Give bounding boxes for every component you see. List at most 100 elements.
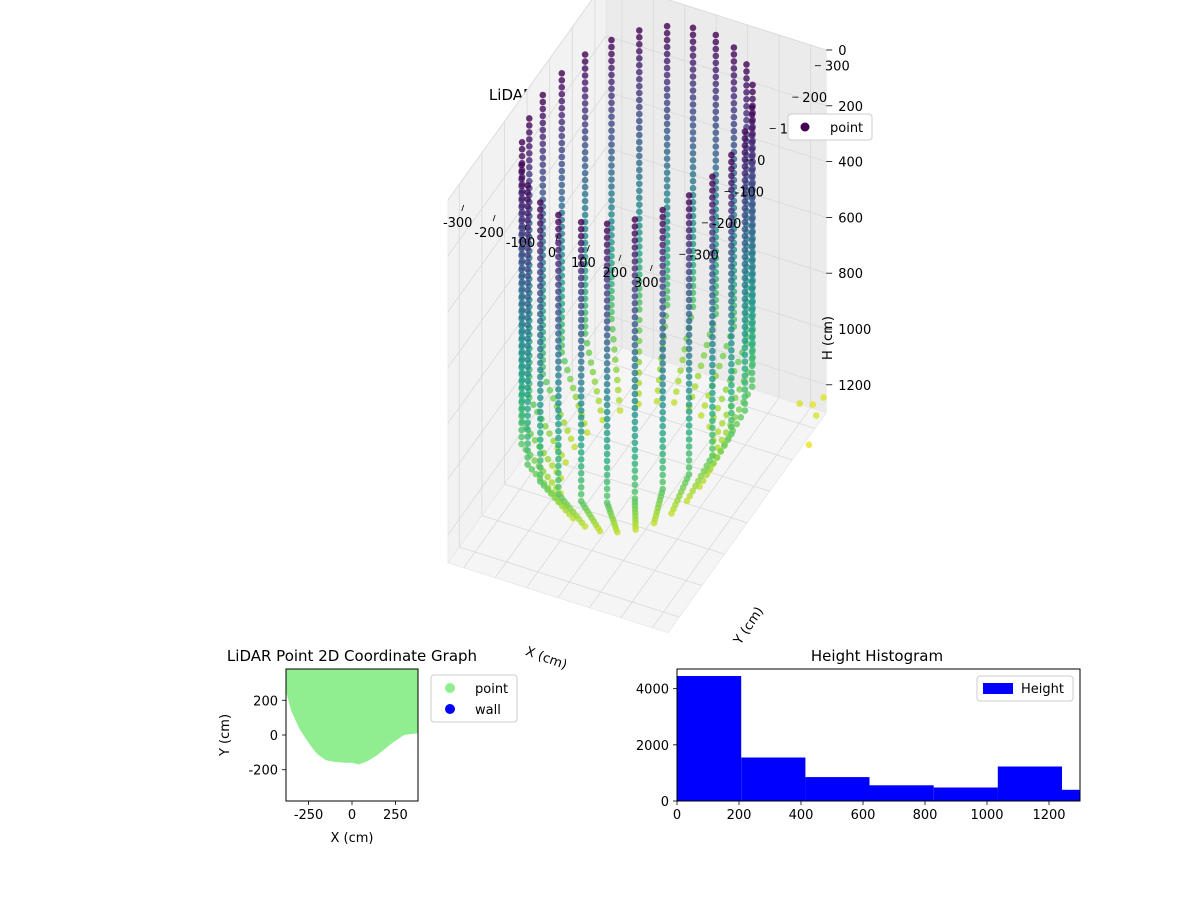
chart-3d-point <box>524 391 531 399</box>
chart-3d-point <box>728 291 735 298</box>
chart-3d-point <box>518 161 525 169</box>
chart-3d-point <box>709 424 716 432</box>
chart-3d-point <box>685 408 693 415</box>
chart-3d-point <box>518 217 525 225</box>
chart-3d-point <box>714 404 722 412</box>
chart-3d-point <box>577 428 585 435</box>
chart-3d-point <box>741 135 749 142</box>
chart-3d-point <box>537 401 544 409</box>
chart-3d-point <box>518 280 525 287</box>
chart-3d-legend-label: point <box>830 121 863 136</box>
chart-3d-point <box>743 116 750 124</box>
chart-3d-point <box>581 204 589 212</box>
chart-3d-point <box>608 57 615 65</box>
chart-3d-point <box>518 145 526 153</box>
chart-3d-point <box>748 167 756 174</box>
chart-3d-point <box>748 139 756 146</box>
chart-3d-point <box>577 225 585 233</box>
chart-3d-point <box>730 86 738 93</box>
chart-3d-point <box>518 398 525 406</box>
chart-3d-point <box>603 373 611 381</box>
chart-3d-point <box>612 356 619 364</box>
chart-3d-point <box>748 250 756 258</box>
chart-3d-point <box>685 359 693 367</box>
chart-3d-point <box>555 211 562 219</box>
chart-3d-point <box>728 381 735 389</box>
chart-3d-point <box>689 108 697 115</box>
chart-3d-point <box>581 114 589 121</box>
chart-2d-y-tick-label: 0 <box>270 729 278 744</box>
chart-2d-xlabel: X (cm) <box>331 831 374 846</box>
chart-3d-point <box>631 327 639 335</box>
chart-3d-point <box>748 299 756 307</box>
chart-3d-point <box>730 72 738 79</box>
chart-3d-zlabel: H (cm) <box>821 316 836 360</box>
chart-3d-point <box>685 199 693 206</box>
chart-3d-point <box>577 281 585 289</box>
chart-3d-point <box>518 433 525 441</box>
chart-3d-point <box>748 243 756 251</box>
chart-3d-point <box>659 206 666 214</box>
chart-3d-point <box>518 315 525 322</box>
chart-3d-point <box>730 100 738 107</box>
chart-3d-point <box>537 429 544 437</box>
chart-3d-point <box>728 347 735 354</box>
chart-3d-point <box>524 231 531 238</box>
chart-3d-point <box>524 370 531 378</box>
chart-3d-point <box>577 253 585 261</box>
chart-3d-point <box>524 335 531 343</box>
chart-3d-point <box>555 344 562 351</box>
chart-3d-point <box>659 311 666 318</box>
chart-3d-point <box>659 290 666 298</box>
chart-3d-x-tick-label: 200 <box>602 266 627 281</box>
chart-3d-point <box>748 111 756 118</box>
chart-3d-point <box>685 240 693 248</box>
chart-3d-point <box>663 106 671 114</box>
chart-3d-point <box>518 350 525 357</box>
chart-3d-point <box>581 51 589 58</box>
chart-3d-point <box>709 180 716 187</box>
chart-3d-point <box>712 59 720 67</box>
histogram-bar <box>1062 789 1080 801</box>
chart-3d-point <box>709 257 716 264</box>
chart-3d-point <box>564 427 571 435</box>
chart-3d-point <box>555 469 562 477</box>
chart-3d-point <box>537 254 544 262</box>
chart-3d-point <box>542 423 549 430</box>
chart-3d-point <box>524 342 531 350</box>
chart-3d-point <box>728 423 735 431</box>
chart-3d-point <box>603 360 611 367</box>
chart-3d-point <box>741 351 749 359</box>
chart-3d-point <box>741 177 749 184</box>
chart-3d-point <box>743 89 750 96</box>
chart-3d-point <box>567 375 574 383</box>
chart-3d-point <box>524 182 531 189</box>
chart-3d-point <box>555 379 562 386</box>
chart-3d-point <box>653 398 661 405</box>
chart-3d-point <box>736 386 743 393</box>
chart-3d-point <box>659 304 666 311</box>
chart-3d-point <box>748 146 756 153</box>
chart-3d-z-tick-label: 400 <box>838 156 863 171</box>
chart-3d-point <box>741 309 749 317</box>
chart-3d-point <box>631 341 639 349</box>
chart-3d-point <box>555 434 562 442</box>
chart-3d-point <box>659 367 666 374</box>
chart-3d-point <box>581 155 589 163</box>
chart-3d-point <box>749 88 756 96</box>
histogram-bar <box>933 787 998 801</box>
chart-2d-legend-label-point: point <box>475 682 508 697</box>
chart-3d-point <box>685 192 693 199</box>
chart-3d-point <box>577 330 585 338</box>
chart-3d-point <box>608 162 615 169</box>
chart-3d-point <box>555 476 562 484</box>
chart-histogram-title: Height Histogram <box>811 647 943 665</box>
chart-3d-point <box>577 407 585 414</box>
chart-3d-point <box>712 136 720 143</box>
chart-3d-point <box>531 436 539 444</box>
chart-3d-point <box>577 435 585 442</box>
chart-3d-point <box>748 369 756 377</box>
chart-3d-point <box>537 387 544 395</box>
chart-3d-point <box>603 408 611 416</box>
chart-3d-point <box>636 27 643 34</box>
